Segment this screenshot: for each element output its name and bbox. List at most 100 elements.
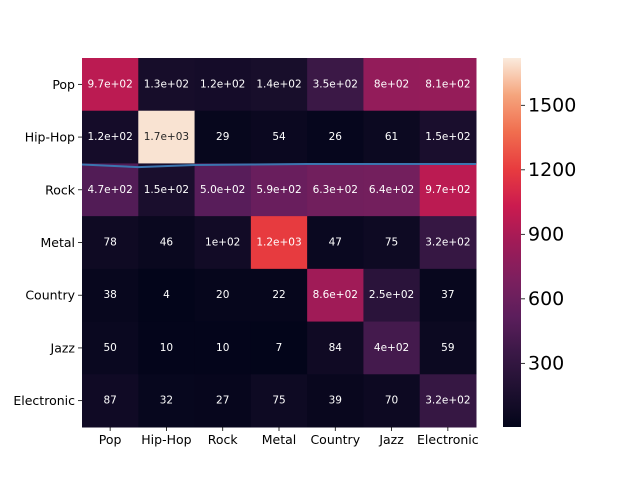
cell-annotation: 3.2e+02 — [425, 395, 470, 407]
heatmap-cell-Pop-Jazz — [363, 58, 421, 112]
cell-annotation: 70 — [385, 395, 398, 407]
cell-annotation: 75 — [272, 395, 285, 407]
x-tick-label: Electronic — [417, 432, 479, 447]
heatmap-cell-Electronic-Rock — [194, 374, 252, 428]
heatmap-cell-Electronic-Pop — [82, 374, 139, 428]
cell-annotation: 10 — [160, 342, 173, 354]
colorbar-gradient — [503, 58, 521, 427]
cell-annotation: 20 — [216, 289, 229, 301]
heatmap-cell-Pop-Rock — [194, 58, 252, 112]
heatmap-cell-Rock-Rock — [194, 163, 252, 217]
heatmap-cell-Electronic-Country — [307, 374, 364, 428]
cell-annotation: 59 — [441, 342, 454, 354]
heatmap-cell-Country-Hip-Hop — [138, 268, 196, 323]
cell-annotation: 37 — [441, 289, 454, 301]
heatmap-cell-Pop-Country — [307, 58, 364, 112]
heatmap-cell-Metal-Pop — [82, 216, 139, 270]
heatmap-cell-Hip-Hop-Metal — [250, 110, 308, 164]
cell-annotation: 38 — [103, 289, 116, 301]
heatmap-cell-Electronic-Electronic — [419, 374, 477, 428]
overlay-line — [81, 162, 476, 169]
heatmap-cell-Metal-Jazz — [363, 216, 421, 270]
y-tick-label: Metal — [40, 235, 75, 250]
colorbar-tick-label: 1200 — [528, 159, 576, 181]
cell-annotation: 5.0e+02 — [200, 184, 245, 196]
cell-annotation: 32 — [160, 395, 173, 407]
cell-annotation: 1.4e+02 — [256, 78, 301, 90]
heatmap-cell-Metal-Rock — [194, 216, 252, 270]
heatmap-cell-Rock-Pop — [82, 163, 139, 217]
heatmap-cell-Electronic-Jazz — [363, 374, 421, 428]
y-tick-label: Hip-Hop — [25, 130, 75, 145]
heatmap-cell-Metal-Electronic — [419, 216, 477, 270]
cell-annotation: 27 — [216, 395, 229, 407]
cell-annotation: 26 — [329, 131, 343, 143]
cell-annotation: 87 — [103, 395, 116, 407]
heatmap-cell-Country-Rock — [194, 268, 252, 323]
heatmap-cell-Hip-Hop-Rock — [194, 110, 252, 164]
cell-annotation: 1.2e+02 — [200, 78, 245, 90]
heatmap-cell-Metal-Country — [307, 216, 364, 270]
cell-annotation: 29 — [216, 131, 229, 143]
x-tick-label: Rock — [208, 432, 239, 447]
cell-annotation: 7 — [276, 342, 283, 354]
cell-annotation: 6.3e+02 — [313, 184, 358, 196]
cell-annotation: 50 — [103, 342, 116, 354]
cell-annotation: 6.4e+02 — [369, 184, 414, 196]
cell-annotation: 10 — [216, 342, 229, 354]
cell-annotation: 8e+02 — [374, 78, 409, 90]
heatmap-cell-Rock-Hip-Hop — [138, 163, 196, 217]
heatmap-cell-Rock-Jazz — [363, 163, 421, 217]
heatmap-cell-Metal-Metal — [250, 216, 308, 270]
cell-annotation: 8.1e+02 — [425, 78, 470, 90]
cell-annotation: 2.5e+02 — [369, 289, 414, 301]
colorbar-tick-label: 1500 — [528, 94, 576, 116]
heatmap-cell-Jazz-Country — [307, 321, 364, 375]
heatmap-cell-Pop-Pop — [82, 58, 139, 112]
cell-annotation: 84 — [329, 342, 343, 354]
cell-annotation: 1.2e+02 — [87, 131, 132, 143]
cell-annotation: 1.5e+02 — [144, 184, 189, 196]
heatmap-cells — [82, 58, 477, 428]
heatmap-cell-Hip-Hop-Hip-Hop — [138, 110, 196, 164]
heatmap-cell-Country-Country — [307, 268, 364, 323]
x-tick-label: Metal — [262, 432, 297, 447]
cell-annotation: 39 — [329, 395, 342, 407]
cell-annotation: 1e+02 — [205, 237, 240, 249]
cell-annotation: 1.5e+02 — [425, 131, 470, 143]
cell-annotation: 22 — [272, 289, 285, 301]
cell-annotation: 78 — [103, 237, 116, 249]
heatmap-cell-Pop-Hip-Hop — [138, 58, 196, 112]
heatmap-cell-Country-Electronic — [419, 268, 477, 323]
heatmap-cell-Jazz-Hip-Hop — [138, 321, 196, 375]
x-tick-label: Hip-Hop — [141, 432, 191, 447]
cell-annotation: 4.7e+02 — [87, 184, 132, 196]
y-tick-label: Country — [25, 288, 75, 303]
cell-annotation: 3.5e+02 — [313, 78, 358, 90]
heatmap-cell-Hip-Hop-Electronic — [419, 110, 477, 164]
heatmap-cell-Jazz-Metal — [250, 321, 308, 375]
heatmap-cell-Jazz-Rock — [194, 321, 252, 375]
heatmap-cell-Jazz-Jazz — [363, 321, 421, 375]
cell-annotation: 75 — [385, 237, 398, 249]
cell-annotation: 1.2e+03 — [256, 237, 301, 249]
cell-annotation: 4e+02 — [374, 342, 409, 354]
y-tick-label: Rock — [45, 182, 76, 197]
heatmap-cell-Metal-Hip-Hop — [138, 216, 196, 270]
heatmap-cell-Country-Pop — [82, 268, 139, 323]
x-tick-label: Pop — [99, 432, 122, 447]
heatmap-cell-labels: 9.7e+02 1.3e+02 1.2e+02 1.4e+02 3.5e+02 8e+02… — [87, 78, 470, 406]
cell-annotation: 8.6e+02 — [313, 289, 358, 301]
heatmap-cell-Electronic-Metal — [250, 374, 308, 428]
heatmap-cell-Rock-Country — [307, 163, 364, 217]
x-axis: Pop Hip-Hop Rock Metal Country Jazz Electronic — [99, 427, 479, 447]
heatmap-cell-Hip-Hop-Jazz — [363, 110, 421, 164]
heatmap-cell-Jazz-Electronic — [419, 321, 477, 375]
heatmap-cell-Rock-Electronic — [419, 163, 477, 217]
overlay-line-group — [81, 162, 476, 169]
cell-annotation: 4 — [163, 289, 170, 301]
heatmap-cell-Rock-Metal — [250, 163, 308, 217]
cell-annotation: 1.3e+02 — [144, 78, 189, 90]
cell-annotation: 3.2e+02 — [425, 237, 470, 249]
